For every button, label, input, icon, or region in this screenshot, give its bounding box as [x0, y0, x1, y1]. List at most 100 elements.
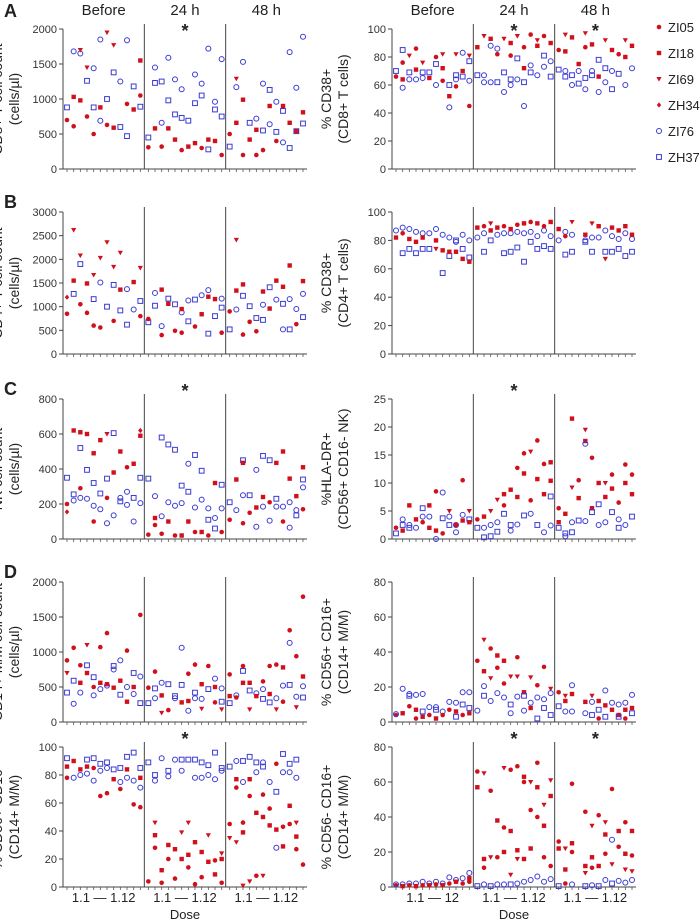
data-point-ZI76 — [527, 62, 534, 69]
y-tick-label: 15 — [374, 450, 386, 462]
data-point-ZH37 — [246, 119, 253, 126]
data-point-ZI76 — [481, 230, 487, 237]
y-tick-label: 60 — [374, 612, 386, 624]
data-point-ZI69 — [514, 34, 520, 39]
data-point-ZI76 — [280, 139, 286, 146]
data-point-ZI18 — [166, 519, 171, 524]
data-point-ZI18 — [280, 103, 286, 109]
data-point-ZH37 — [555, 883, 562, 890]
data-point-ZI18 — [280, 449, 286, 454]
data-point-ZI76 — [399, 224, 406, 231]
data-point-ZH37 — [609, 86, 615, 93]
data-point-ZI18 — [481, 856, 487, 862]
y-tick-label: 2000 — [33, 577, 57, 589]
y-tick-label: 500 — [39, 682, 57, 694]
data-point-ZI76 — [77, 494, 84, 501]
y-tick-label: 200 — [39, 499, 57, 511]
data-point-ZI18 — [413, 707, 419, 712]
data-point-ZI69 — [159, 710, 165, 716]
data-point-ZI18 — [413, 517, 419, 522]
data-point-ZI18 — [274, 278, 279, 283]
data-point-ZI05 — [159, 531, 164, 537]
data-point-ZH37 — [562, 530, 569, 537]
y-tick-label: 100 — [368, 207, 386, 219]
significance-asterisk: * — [181, 729, 188, 749]
filled-triangle-down-icon — [656, 77, 662, 82]
data-point-ZH37 — [260, 696, 266, 702]
data-point-ZI05 — [556, 47, 561, 53]
data-point-ZH37 — [158, 434, 165, 441]
data-point-ZI18 — [131, 279, 136, 285]
data-point-ZI69 — [71, 227, 77, 233]
data-point-ZI76 — [582, 710, 589, 717]
data-point-ZI18 — [440, 883, 445, 888]
data-point-ZI76 — [541, 529, 547, 536]
data-point-ZI18 — [563, 511, 568, 516]
data-point-ZI18 — [433, 528, 439, 533]
data-point-ZH37 — [595, 56, 602, 63]
data-point-ZI76 — [273, 98, 280, 105]
data-point-ZI18 — [124, 767, 130, 772]
data-point-ZI76 — [198, 774, 205, 781]
open-circle-icon — [656, 128, 662, 134]
data-point-ZI18 — [629, 492, 635, 497]
data-point-ZI18 — [287, 803, 292, 808]
data-point-ZI18 — [467, 259, 472, 264]
data-point-ZI18 — [623, 707, 628, 712]
data-point-ZH37 — [260, 317, 266, 323]
data-point-ZH37 — [602, 713, 609, 720]
data-point-ZI05 — [481, 223, 487, 229]
data-point-ZI76 — [280, 769, 286, 776]
data-point-ZI69 — [111, 43, 117, 48]
data-point-ZH37 — [406, 69, 413, 76]
data-point-ZI18 — [267, 103, 272, 109]
data-point-ZI76 — [185, 297, 192, 304]
data-point-ZH37 — [293, 128, 300, 135]
data-point-ZH37 — [226, 143, 233, 150]
data-point-ZI76 — [602, 519, 609, 526]
data-point-ZH37 — [501, 250, 507, 257]
y-tick-label: 80 — [374, 577, 386, 589]
data-point-ZH37 — [419, 708, 426, 715]
data-point-ZI18 — [98, 680, 103, 685]
data-point-ZI05 — [287, 821, 292, 827]
data-point-ZI76 — [514, 521, 521, 528]
data-point-ZH37 — [205, 146, 212, 153]
data-point-ZI18 — [535, 221, 540, 226]
data-point-ZI18 — [199, 849, 204, 855]
data-point-ZH37 — [589, 509, 595, 516]
data-point-ZI05 — [616, 51, 621, 57]
data-point-ZI18 — [234, 777, 239, 782]
data-point-ZH37 — [293, 512, 300, 519]
y-tick-label: 0 — [380, 717, 386, 729]
data-point-ZI76 — [413, 524, 419, 531]
data-point-ZI18 — [569, 691, 575, 697]
data-point-ZI05 — [91, 519, 96, 524]
data-point-ZI76 — [459, 689, 466, 696]
data-point-ZI69 — [406, 53, 412, 59]
data-point-ZI76 — [615, 701, 622, 708]
data-point-ZI76 — [494, 881, 501, 888]
data-point-ZI05 — [260, 679, 266, 684]
data-point-ZH37 — [192, 756, 198, 763]
data-point-ZH37 — [527, 238, 534, 245]
data-point-ZH37 — [446, 82, 453, 88]
data-point-ZI05 — [64, 311, 70, 317]
data-point-ZI76 — [260, 686, 266, 693]
data-point-ZI76 — [521, 103, 527, 109]
data-point-ZI76 — [117, 494, 124, 501]
y-tick-label: 3000 — [33, 207, 57, 219]
data-point-ZH37 — [286, 145, 293, 151]
data-point-ZI18 — [548, 460, 553, 465]
data-point-ZH37 — [609, 248, 615, 255]
y-axis-label: (CD14+ M/M) — [6, 775, 22, 859]
data-point-ZH37 — [84, 466, 90, 473]
data-point-ZH37 — [64, 755, 70, 762]
data-point-ZH37 — [547, 493, 554, 500]
data-point-ZH34 — [64, 509, 70, 515]
data-point-ZI18 — [260, 494, 266, 500]
legend-label: ZI05 — [668, 20, 694, 35]
data-point-ZI05 — [488, 788, 493, 794]
data-point-ZI76 — [70, 48, 77, 55]
data-point-ZH37 — [602, 248, 609, 255]
